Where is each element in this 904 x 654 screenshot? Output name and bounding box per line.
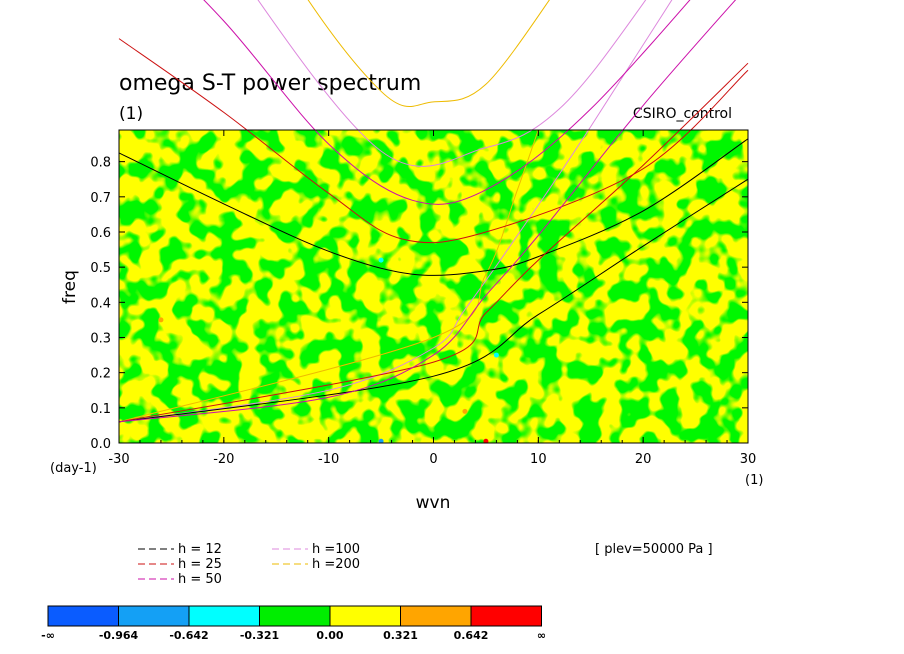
wig-curve-h12 — [118, 138, 749, 276]
x-tick-label: 0 — [429, 452, 437, 467]
colorbar-swatch — [118, 605, 190, 627]
colorbar-swatch — [329, 605, 401, 627]
y-tick-label: 0.6 — [90, 226, 111, 241]
x-unit-label: (1) — [745, 473, 763, 488]
annotation-label: [ plev=50000 Pa ] — [595, 542, 713, 557]
chart-subtitle: (1) — [119, 104, 143, 124]
colorbar: -∞ -0.964 -0.642 -0.321 0.00 0.321 0.642 ∞ — [41, 605, 546, 642]
y-tick-label: 0.8 — [90, 156, 111, 171]
x-tick-label: -10 — [318, 452, 339, 467]
x-tick-label: 10 — [530, 452, 547, 467]
x-tick-label: 20 — [635, 452, 652, 467]
y-tick-label: 0.3 — [90, 331, 111, 346]
wig-curve-h50 — [203, 0, 691, 205]
wig-curve-h200 — [307, 0, 550, 107]
field-green-patches — [119, 130, 748, 443]
kelvin-curve-h25 — [118, 62, 749, 423]
x-axis: -30 -20 -10 0 10 20 30 — [108, 130, 756, 467]
legend-label: h = 50 — [178, 572, 222, 587]
kelvin-curve-h100 — [118, 0, 673, 423]
colorbar-label: 0.00 — [316, 629, 343, 642]
colorbar-label: -0.321 — [240, 629, 279, 642]
x-tick-label: 30 — [740, 452, 757, 467]
colorbar-swatch — [400, 605, 472, 627]
field-specks — [158, 257, 499, 443]
field-speck — [493, 352, 499, 358]
colorbar-label: 0.642 — [454, 629, 489, 642]
wig-curve-h25 — [118, 38, 749, 244]
y-axis: 0.0 0.1 0.2 0.3 0.4 0.5 0.6 0.7 0.8 — [90, 156, 748, 452]
legend-label: h = 12 — [178, 542, 222, 557]
y-tick-label: 0.5 — [90, 261, 111, 276]
colorbar-label: -0.964 — [99, 629, 139, 642]
colorbar-swatch — [259, 605, 331, 627]
field-speck — [378, 257, 384, 263]
colorbar-swatch — [470, 605, 542, 627]
kelvin-curve-h200 — [118, 129, 539, 423]
field-speck — [158, 317, 164, 323]
colorbar-label: ∞ — [537, 629, 546, 642]
colorbar-swatch — [47, 605, 119, 627]
y-tick-label: 0.1 — [90, 402, 111, 417]
colorbar-label: -∞ — [41, 629, 55, 642]
legend-label: h = 25 — [178, 557, 222, 572]
y-axis-label: freq — [60, 270, 80, 304]
legend-label: h =200 — [312, 557, 360, 572]
chart-title: omega S-T power spectrum — [119, 71, 421, 96]
legend-label: h =100 — [312, 542, 360, 557]
field-speck — [483, 438, 489, 443]
field-speck — [378, 438, 384, 443]
kelvin-curve-h12 — [118, 178, 749, 423]
colorbar-label: 0.321 — [383, 629, 418, 642]
y-tick-label: 0.4 — [90, 296, 111, 311]
colorbar-label: -0.642 — [169, 629, 208, 642]
y-unit-label: (day-1) — [50, 461, 97, 476]
wig-curve-h100 — [257, 0, 647, 167]
x-tick-label: -30 — [108, 452, 129, 467]
x-tick-label: -20 — [213, 452, 234, 467]
x-axis-label: wvn — [416, 493, 451, 513]
y-tick-label: 0.7 — [90, 191, 111, 206]
case-label: CSIRO_control — [633, 106, 732, 122]
y-tick-label: 0.0 — [90, 437, 111, 452]
kelvin-curve-h50 — [118, 0, 737, 423]
field-speck — [462, 408, 468, 414]
plot-area — [118, 0, 749, 444]
dispersion-curves — [118, 0, 749, 423]
y-tick-label: 0.2 — [90, 367, 111, 382]
colorbar-swatch — [188, 605, 260, 627]
